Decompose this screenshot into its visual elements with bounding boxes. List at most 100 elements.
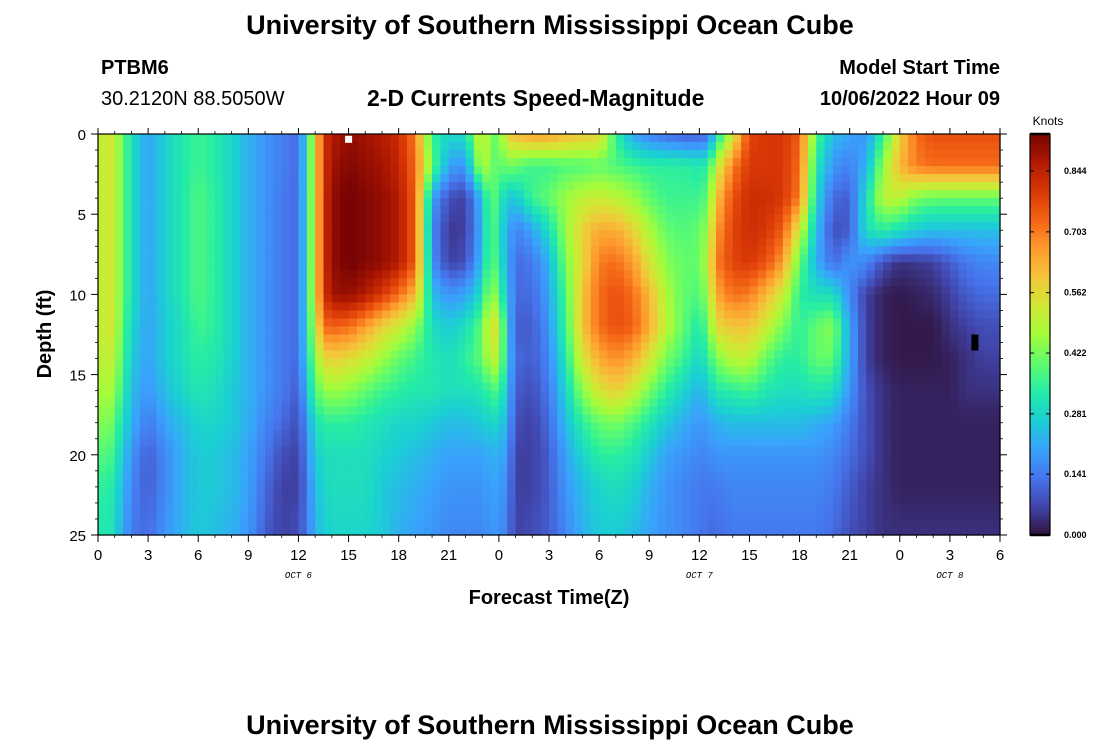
heatmap-cell [323,254,333,263]
heatmap-cell [131,294,141,304]
heatmap-cell [941,446,951,456]
heatmap-cell [607,286,617,295]
heatmap-cell [156,142,166,151]
heatmap-cell [632,398,642,408]
heatmap-cell [766,326,776,336]
heatmap-cell [682,262,692,271]
heatmap-cell [732,446,742,456]
heatmap-cell [123,502,133,512]
heatmap-cell [106,150,116,159]
heatmap-cell [858,142,867,151]
heatmap-cell [899,246,909,255]
heatmap-cell [916,230,926,239]
heatmap-cell [381,158,391,167]
heatmap-cell [874,318,884,328]
heatmap-cell [682,494,692,504]
heatmap-cell [782,374,792,384]
heatmap-cell [966,494,976,504]
heatmap-cell [348,294,358,304]
heatmap-cell [657,406,667,416]
heatmap-cell [381,430,391,440]
heatmap-cell [415,142,425,151]
heatmap-cell [549,174,558,183]
heatmap-cell [799,310,809,320]
heatmap-cell [273,278,283,287]
heatmap-cell [498,462,508,472]
heatmap-cell [774,222,784,231]
heatmap-cell [891,286,901,295]
heatmap-cell [933,406,943,416]
heatmap-cell [348,494,358,504]
heatmap-cell [106,270,116,279]
heatmap-cell [849,150,859,159]
heatmap-cell [665,158,675,167]
heatmap-cell [540,462,550,472]
heatmap-cell [123,486,133,496]
heatmap-cell [883,438,893,448]
heatmap-cell [799,494,809,504]
heatmap-cell [482,270,492,279]
heatmap-cell [716,134,725,143]
heatmap-cell [448,334,458,344]
heatmap-cell [824,294,834,304]
heatmap-cell [407,390,416,400]
heatmap-cell [741,278,751,287]
heatmap-cell [649,494,659,504]
heatmap-cell [98,350,107,360]
heatmap-cell [766,398,776,408]
heatmap-cell [607,342,617,352]
heatmap-cell [665,182,675,191]
heatmap-cell [824,262,834,271]
heatmap-cell [699,246,709,255]
heatmap-cell [298,150,308,159]
heatmap-cell [557,390,567,400]
heatmap-cell [557,142,567,151]
heatmap-cell [741,134,751,143]
heatmap-cell [674,254,684,263]
heatmap-cell [415,294,425,304]
heatmap-cell [991,150,1001,159]
heatmap-cell [131,142,141,151]
heatmap-cell [507,406,517,416]
heatmap-cell [106,142,116,151]
heatmap-cell [114,390,124,400]
heatmap-cell [841,166,851,175]
heatmap-cell [791,438,801,448]
heatmap-cell [707,158,717,167]
heatmap-cell [624,358,634,368]
heatmap-cell [490,462,500,472]
heatmap-cell [782,422,792,432]
heatmap-cell [933,438,943,448]
heatmap-cell [816,318,826,328]
heatmap-cell [849,446,859,456]
heatmap-cell [549,318,558,328]
heatmap-cell [156,422,166,432]
heatmap-cell [983,246,993,255]
heatmap-cell [265,390,274,400]
heatmap-cell [941,206,951,215]
heatmap-cell [323,246,333,255]
heatmap-cell [156,238,166,247]
heatmap-cell [315,278,325,287]
heatmap-cell [448,238,458,247]
heatmap-cell [315,134,325,143]
heatmap-cell [799,470,809,480]
heatmap-cell [448,438,458,448]
heatmap-cell [523,326,533,336]
heatmap-cell [599,222,609,231]
heatmap-cell [858,318,867,328]
heatmap-cell [582,310,592,320]
heatmap-cell [699,310,709,320]
heatmap-cell [440,318,450,328]
heatmap-cell [482,374,492,384]
heatmap-cell [340,206,350,215]
heatmap-cell [114,342,124,352]
heatmap-cell [365,438,375,448]
heatmap-cell [507,158,517,167]
heatmap-cell [732,166,742,175]
heatmap-cell [189,310,199,320]
heatmap-cell [941,478,951,488]
heatmap-cell [306,334,316,344]
heatmap-cell [256,294,266,304]
heatmap-cell [832,150,842,159]
